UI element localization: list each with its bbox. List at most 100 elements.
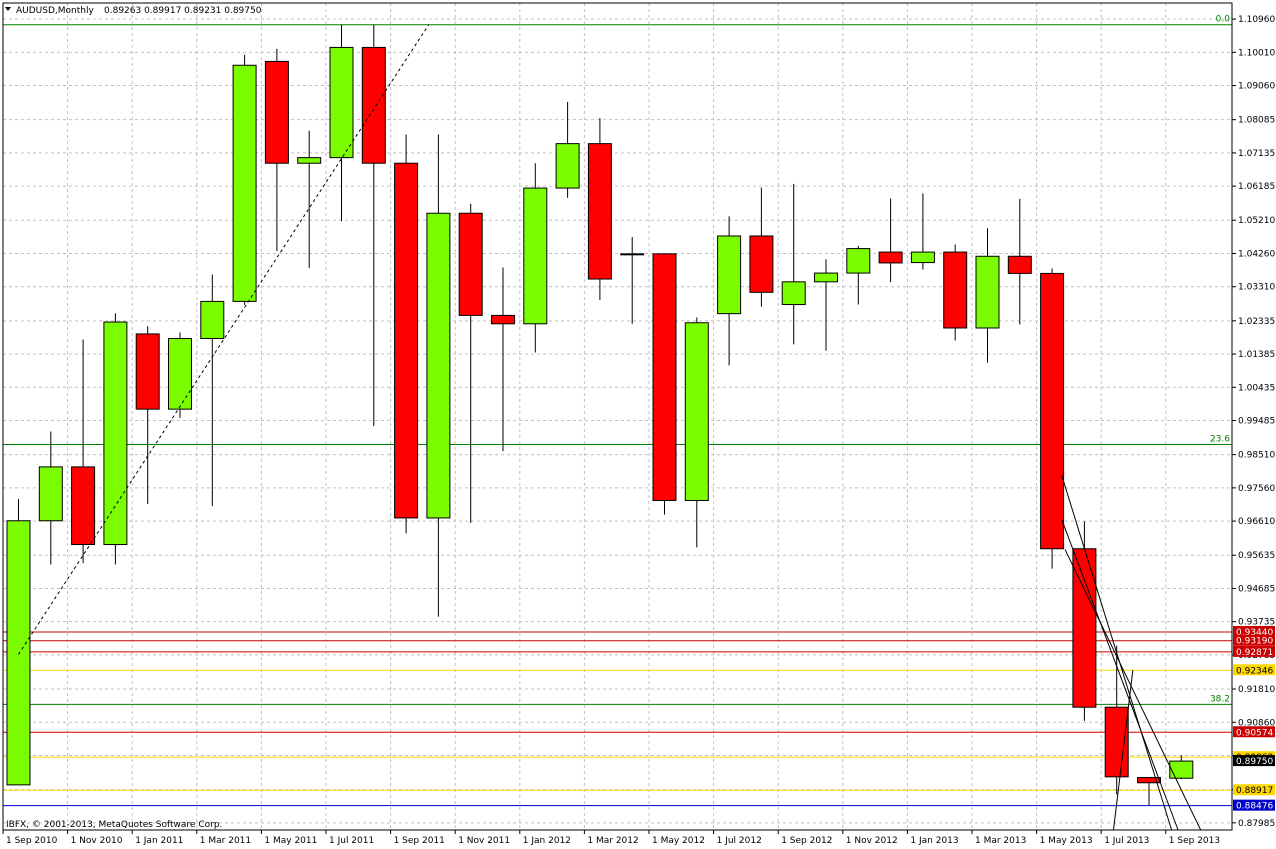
trendline-solid xyxy=(1112,670,1134,831)
x-tick-label: 1 Jul 2011 xyxy=(329,836,374,846)
price-tag-red xyxy=(1233,645,1275,657)
x-tick-label: 1 Jan 2013 xyxy=(910,836,958,846)
y-tick-label: 1.00435 xyxy=(1238,383,1275,393)
bear-candle xyxy=(943,251,968,329)
y-tick-label: 1.03310 xyxy=(1238,283,1275,293)
price-tag-red xyxy=(1233,634,1275,646)
x-tick-label: 1 Jul 2013 xyxy=(1104,836,1149,846)
bull-candle xyxy=(38,466,63,522)
bear-candle xyxy=(749,235,774,293)
bear-candle xyxy=(394,162,419,519)
price-tag-label: 0.88476 xyxy=(1236,802,1273,812)
price-tag-label: 0.88917 xyxy=(1236,786,1273,796)
bull-candle xyxy=(103,321,128,546)
y-tick-label: 0.95635 xyxy=(1238,551,1275,561)
bear-candle xyxy=(71,466,96,546)
y-tick-label: 0.87985 xyxy=(1238,819,1275,829)
bear-candle xyxy=(652,253,677,501)
bear-candle xyxy=(1137,777,1161,784)
trendline-solid xyxy=(1064,549,1202,831)
bear-candle xyxy=(491,314,515,325)
bear-candle xyxy=(1040,272,1065,550)
price-tag-label: 0.90574 xyxy=(1236,728,1273,738)
fib-level-label: 38.2 xyxy=(1210,694,1230,704)
fib-level-label: 0.0 xyxy=(1216,15,1231,25)
x-tick-label: 1 May 2012 xyxy=(652,836,705,846)
y-tick-label: 1.04260 xyxy=(1238,249,1275,259)
x-tick-label: 1 Mar 2012 xyxy=(587,836,638,846)
bull-candle xyxy=(717,235,742,315)
bear-candle xyxy=(878,251,903,264)
bull-candle xyxy=(620,253,645,256)
y-tick-label: 1.01385 xyxy=(1238,350,1275,360)
x-tick-label: 1 Nov 2012 xyxy=(846,836,898,846)
bull-candle xyxy=(814,272,838,283)
bull-candle xyxy=(684,322,709,501)
x-tick-label: 1 Mar 2013 xyxy=(975,836,1026,846)
bull-candle xyxy=(297,157,322,164)
x-tick-label: 1 May 2011 xyxy=(264,836,317,846)
y-tick-label: 0.96610 xyxy=(1238,517,1275,527)
price-tag-label: 0.93190 xyxy=(1236,637,1273,647)
bull-candle xyxy=(910,251,935,264)
x-tick-label: 1 Sep 2013 xyxy=(1169,836,1220,846)
bull-candle xyxy=(781,281,806,306)
fib-level-label: 23.6 xyxy=(1210,434,1230,444)
bear-candle xyxy=(1104,706,1129,778)
candles xyxy=(6,24,1194,806)
bull-candle xyxy=(426,212,451,519)
bear-candle xyxy=(458,212,483,316)
x-tick-label: 1 Sep 2011 xyxy=(394,836,445,846)
x-axis: 1 Sep 2010 1 Nov 2010 1 Jan 2011 1 Mar 2011… xyxy=(2,830,1220,846)
y-tick-label: 1.05210 xyxy=(1238,216,1275,226)
symbol-label: AUDUSD,Monthly xyxy=(16,6,94,16)
y-tick-label: 0.98510 xyxy=(1238,451,1275,461)
plot-frame xyxy=(2,2,1233,831)
y-tick-label: 0.97560 xyxy=(1238,484,1275,494)
bull-candle xyxy=(1169,760,1194,779)
bull-candle xyxy=(168,337,192,410)
bull-candle xyxy=(329,46,354,159)
copyright-label: IBFX, © 2001-2013, MetaQuotes Software C… xyxy=(6,820,222,830)
y-tick-label: 0.93735 xyxy=(1238,618,1275,628)
price-tag-blue xyxy=(1233,799,1275,811)
triangle-down-icon[interactable] xyxy=(5,7,11,11)
x-tick-label: 1 Nov 2010 xyxy=(71,836,123,846)
price-tag-gold xyxy=(1233,784,1275,796)
bear-candle xyxy=(135,333,160,410)
price-tag-label: 0.92871 xyxy=(1236,648,1273,658)
bear-candle xyxy=(264,60,289,164)
x-tick-label: 1 Sep 2010 xyxy=(6,836,58,846)
y-tick-label: 0.99485 xyxy=(1238,417,1275,427)
y-tick-label: 1.10960 xyxy=(1238,15,1275,25)
x-tick-label: 1 Nov 2011 xyxy=(458,836,510,846)
y-tick-label: 1.07135 xyxy=(1238,149,1275,159)
y-tick-label: 1.06185 xyxy=(1238,182,1275,192)
bull-candle xyxy=(555,143,580,189)
current-price-tag xyxy=(1233,755,1275,767)
y-tick-label: 1.08085 xyxy=(1238,116,1275,126)
chart-header: AUDUSD,Monthly 0.89263 0.89917 0.89231 0… xyxy=(5,6,262,16)
price-tag-red xyxy=(1233,625,1275,637)
x-tick-label: 1 May 2013 xyxy=(1040,836,1093,846)
current-price-label: 0.89750 xyxy=(1236,757,1273,767)
y-tick-label: 0.94685 xyxy=(1238,584,1275,594)
trendlines xyxy=(18,24,1202,831)
trendline-dashed xyxy=(18,24,430,655)
price-tag-gold xyxy=(1233,664,1275,676)
horizontal-levels: 0.0 23.6 38.2 xyxy=(3,15,1232,807)
x-tick-label: 1 Jul 2012 xyxy=(717,836,762,846)
trendline-solid xyxy=(1061,519,1179,831)
price-tag-label: 0.93440 xyxy=(1236,628,1273,638)
y-tick-label: 0.90860 xyxy=(1238,718,1275,728)
bull-candle xyxy=(200,300,225,339)
bull-candle xyxy=(975,255,1000,329)
bull-candle xyxy=(523,187,548,325)
bear-candle xyxy=(587,143,612,280)
bull-candle xyxy=(846,248,871,274)
trendline-solid xyxy=(1061,475,1173,831)
y-tick-label: 1.02335 xyxy=(1238,317,1275,327)
y-tick-label: 1.09060 xyxy=(1238,82,1275,92)
